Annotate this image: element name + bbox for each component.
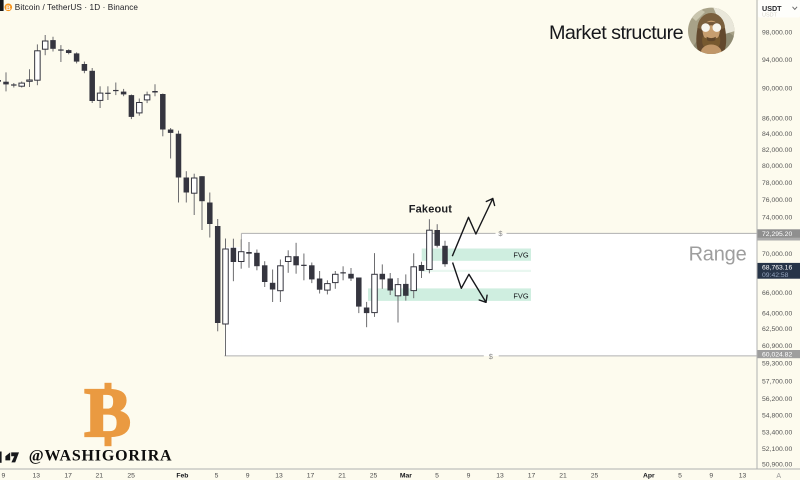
svg-text:09:42:58: 09:42:58 <box>762 272 789 279</box>
svg-text:Bitcoin / TetherUS · 1D · Bina: Bitcoin / TetherUS · 1D · Binance <box>15 3 139 12</box>
svg-text:59,300.00: 59,300.00 <box>762 361 792 368</box>
svg-text:82,000.00: 82,000.00 <box>762 147 792 154</box>
svg-text:56,200.00: 56,200.00 <box>762 396 792 403</box>
svg-text:$: $ <box>489 352 494 361</box>
svg-text:5: 5 <box>678 473 682 480</box>
svg-text:Market structure: Market structure <box>549 22 684 44</box>
svg-text:90,000.00: 90,000.00 <box>762 86 792 93</box>
svg-text:B: B <box>6 5 11 12</box>
svg-text:21: 21 <box>338 473 346 480</box>
svg-text:86,000.00: 86,000.00 <box>762 115 792 122</box>
svg-text:5: 5 <box>435 473 439 480</box>
svg-text:50,900.00: 50,900.00 <box>762 461 792 468</box>
svg-text:21: 21 <box>559 473 567 480</box>
svg-text:72,295.20: 72,295.20 <box>762 231 792 238</box>
svg-text:Range: Range <box>689 244 747 266</box>
svg-text:64,000.00: 64,000.00 <box>762 310 792 317</box>
svg-text:53,400.00: 53,400.00 <box>762 430 792 437</box>
svg-text:FVG: FVG <box>513 292 528 301</box>
svg-text:52,100.00: 52,100.00 <box>762 446 792 453</box>
svg-text:USDT: USDT <box>762 4 782 13</box>
svg-text:80,000.00: 80,000.00 <box>762 163 792 170</box>
svg-text:13: 13 <box>275 473 283 480</box>
svg-text:17: 17 <box>528 473 536 480</box>
svg-text:Fakeout: Fakeout <box>409 204 452 216</box>
svg-text:62,500.00: 62,500.00 <box>762 326 792 333</box>
svg-text:57,700.00: 57,700.00 <box>762 379 792 386</box>
svg-text:54,800.00: 54,800.00 <box>762 413 792 420</box>
svg-text:9: 9 <box>467 473 471 480</box>
svg-text:60,900.00: 60,900.00 <box>762 343 792 350</box>
svg-text:A: A <box>776 473 781 480</box>
svg-text:25: 25 <box>127 473 135 480</box>
svg-text:FVG: FVG <box>513 251 528 260</box>
svg-text:@WASHIGORIRA: @WASHIGORIRA <box>29 447 173 464</box>
svg-text:74,000.00: 74,000.00 <box>762 215 792 222</box>
svg-text:66,000.00: 66,000.00 <box>762 290 792 297</box>
svg-text:USDT: USDT <box>762 13 778 19</box>
svg-text:Mar: Mar <box>400 473 412 480</box>
svg-text:98,000.00: 98,000.00 <box>762 29 792 36</box>
svg-text:13: 13 <box>33 473 41 480</box>
svg-text:68,763.16: 68,763.16 <box>762 265 792 272</box>
svg-text:70,000.00: 70,000.00 <box>762 251 792 258</box>
svg-text:94,000.00: 94,000.00 <box>762 57 792 64</box>
svg-text:Apr: Apr <box>643 473 655 480</box>
svg-text:17: 17 <box>64 473 72 480</box>
svg-text:9: 9 <box>709 473 713 480</box>
svg-text:13: 13 <box>739 473 747 480</box>
svg-text:78,000.00: 78,000.00 <box>762 180 792 187</box>
svg-text:9: 9 <box>2 473 6 480</box>
svg-text:Feb: Feb <box>176 473 188 480</box>
svg-text:25: 25 <box>591 473 599 480</box>
svg-text:9: 9 <box>246 473 250 480</box>
svg-text:60,024.82: 60,024.82 <box>762 351 792 358</box>
svg-text:17: 17 <box>307 473 315 480</box>
svg-text:$: $ <box>498 229 503 238</box>
svg-text:21: 21 <box>96 473 104 480</box>
svg-text:84,000.00: 84,000.00 <box>762 131 792 138</box>
svg-text:76,000.00: 76,000.00 <box>762 197 792 204</box>
svg-text:5: 5 <box>215 473 219 480</box>
svg-text:25: 25 <box>370 473 378 480</box>
svg-text:13: 13 <box>496 473 504 480</box>
